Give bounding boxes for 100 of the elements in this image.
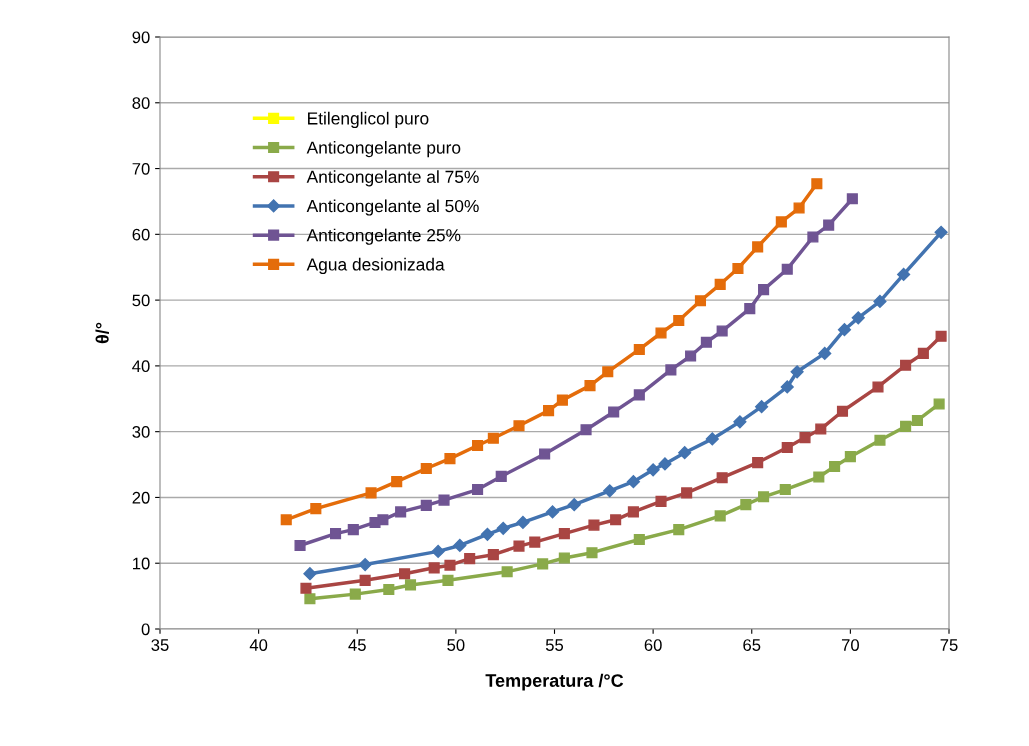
point (678, 446, 692, 460)
point (487, 549, 499, 561)
point (779, 483, 791, 496)
point (516, 515, 530, 530)
point (608, 406, 620, 418)
point (404, 579, 417, 591)
y-tick-label: 70 (132, 162, 150, 175)
point (365, 487, 377, 499)
point (673, 524, 685, 536)
point (655, 327, 667, 339)
point (744, 303, 756, 315)
x-tick-label: 40 (249, 639, 268, 651)
point (873, 294, 887, 309)
point (758, 284, 770, 296)
point (732, 262, 744, 275)
point (537, 558, 549, 570)
x-tick-label: 70 (841, 639, 859, 651)
point (780, 380, 794, 394)
point (700, 336, 712, 348)
point (752, 241, 764, 253)
point (633, 533, 645, 546)
point (513, 420, 525, 432)
x-axis-title: Temperatura /°C (485, 673, 624, 691)
point (665, 364, 677, 376)
y-tick-label: 30 (132, 426, 150, 438)
point (347, 524, 359, 536)
point (438, 494, 450, 506)
point (377, 514, 389, 526)
point (603, 484, 617, 498)
point (602, 366, 614, 378)
point (897, 267, 911, 282)
point (391, 476, 403, 488)
legend-label: Agua desionizada (306, 257, 445, 275)
y-tick-label: 90 (132, 31, 150, 44)
point (781, 263, 793, 275)
point (714, 510, 726, 522)
legend-label: Anticongelante 25% (306, 228, 461, 245)
point (851, 311, 865, 325)
point (610, 514, 622, 526)
point (681, 487, 693, 499)
point (714, 278, 726, 290)
point (900, 359, 912, 371)
point (775, 216, 787, 228)
point (303, 567, 317, 581)
point (588, 519, 600, 531)
point (431, 544, 445, 558)
point (420, 499, 432, 511)
y-tick-label: 80 (132, 97, 150, 109)
point (900, 420, 912, 432)
point (911, 414, 923, 427)
point (472, 483, 484, 496)
point (464, 553, 476, 565)
legend-label: Etilenglicol puro (308, 111, 429, 129)
point (529, 536, 541, 548)
point (740, 499, 752, 511)
point (444, 453, 456, 465)
point (933, 398, 945, 410)
point (383, 583, 395, 596)
y-tick-label: 50 (132, 294, 150, 307)
point (755, 400, 769, 414)
point (501, 566, 513, 578)
point (428, 562, 440, 574)
point (846, 193, 858, 205)
point (349, 588, 361, 600)
point (304, 593, 316, 605)
point (420, 462, 432, 475)
point (556, 394, 568, 406)
point (917, 347, 929, 359)
point (329, 528, 342, 540)
point (836, 405, 849, 417)
x-tick-label: 75 (940, 639, 958, 651)
legend-label: Anticongelante al 50% (306, 199, 479, 216)
point (716, 325, 728, 337)
x-tick-label: 55 (545, 639, 564, 651)
legend-label: Anticongelante al 75% (306, 170, 479, 187)
x-tick-label: 35 (151, 639, 169, 651)
point (294, 539, 306, 552)
point (716, 472, 728, 484)
point (280, 514, 292, 526)
point (399, 568, 411, 580)
point (823, 219, 835, 231)
point (539, 448, 551, 460)
x-tick-label: 60 (644, 639, 662, 651)
point (359, 574, 371, 586)
point (844, 451, 856, 463)
x-tick-label: 45 (348, 639, 366, 651)
point (837, 323, 852, 337)
point (934, 225, 948, 239)
point (705, 432, 719, 446)
y-tick-label: 20 (132, 491, 150, 504)
point (444, 559, 456, 571)
point (815, 423, 827, 435)
point (453, 538, 467, 553)
point (545, 505, 560, 519)
point (811, 178, 823, 190)
point (733, 415, 747, 429)
point (495, 470, 507, 482)
legend-label: Anticongelante puro (306, 141, 461, 158)
point (655, 495, 667, 507)
point (758, 491, 770, 503)
